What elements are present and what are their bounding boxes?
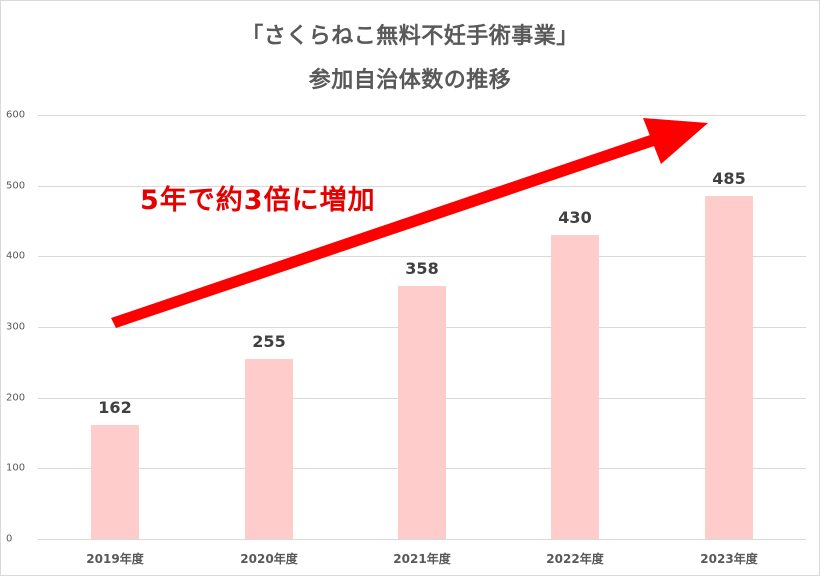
y-tick-label: 600: [6, 109, 26, 121]
bar-2019: [91, 425, 139, 539]
bar-2020: [245, 359, 293, 539]
x-tick-label: 2022年度: [546, 552, 604, 566]
x-tick-label: 2019年度: [86, 552, 144, 566]
y-tick-label: 500: [6, 180, 26, 192]
bar-value-label: 162: [98, 398, 132, 417]
gridline-500: [38, 186, 806, 187]
bar-value-label: 255: [252, 332, 286, 351]
y-tick-label: 300: [6, 321, 26, 333]
bar-2021: [398, 286, 446, 539]
y-tick-label: 200: [6, 392, 26, 404]
bar-2023: [705, 196, 753, 539]
chart-title: 「さくらねこ無料不妊手術事業」: [241, 24, 579, 49]
x-tick-label: 2023年度: [700, 552, 758, 566]
bar-value-label: 485: [712, 169, 746, 188]
x-tick-label: 2021年度: [393, 552, 451, 566]
y-tick-label: 400: [6, 250, 26, 262]
bar-value-label: 358: [405, 259, 439, 278]
gridline-600: [38, 115, 806, 116]
annotation-text: 5年で約3倍に増加: [140, 185, 376, 216]
gridline-0: [38, 539, 806, 540]
bar-value-label: 430: [558, 208, 592, 227]
x-tick-label: 2020年度: [240, 552, 298, 566]
y-tick-label: 0: [6, 533, 13, 545]
y-tick-label: 100: [6, 462, 26, 474]
bar-2022: [551, 235, 599, 539]
gridline-400: [38, 256, 806, 257]
chart-subtitle: 参加自治体数の推移: [308, 68, 512, 93]
